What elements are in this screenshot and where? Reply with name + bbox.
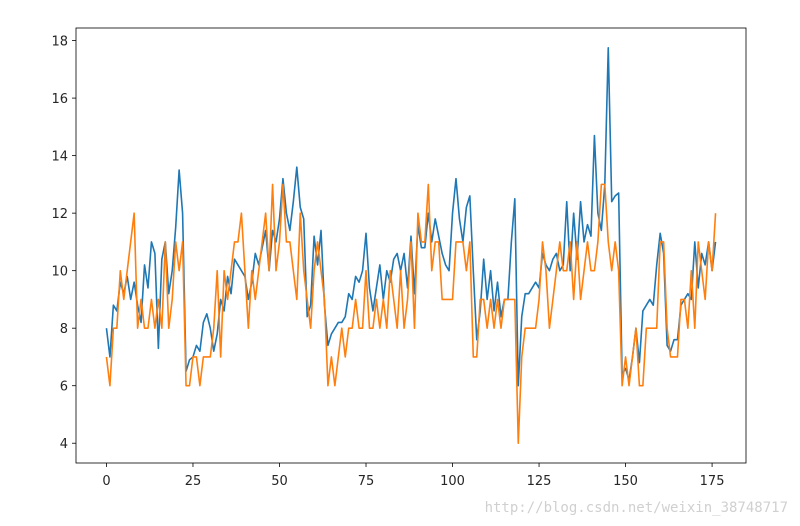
x-tick-label: 175: [700, 474, 725, 489]
watermark: http://blog.csdn.net/weixin_38748717: [485, 500, 788, 516]
x-tick-label: 125: [527, 474, 552, 489]
y-tick-label: 18: [51, 35, 68, 50]
x-tick-label: 100: [440, 474, 465, 489]
x-tick-label: 75: [358, 474, 375, 489]
y-tick-label: 4: [60, 437, 68, 452]
y-tick-label: 14: [51, 150, 68, 165]
x-tick-label: 150: [613, 474, 638, 489]
x-tick-label: 50: [271, 474, 288, 489]
series-line: [105, 46, 717, 387]
y-tick-label: 16: [51, 92, 68, 107]
x-tick-label: 0: [102, 474, 110, 489]
plot-frame: [75, 27, 747, 464]
y-tick-label: 12: [51, 207, 68, 222]
y-tick-label: 8: [60, 322, 68, 337]
x-tick-label: 25: [185, 474, 202, 489]
y-tick-label: 10: [51, 265, 68, 280]
series-line: [105, 183, 717, 445]
y-tick-label: 6: [60, 380, 68, 395]
